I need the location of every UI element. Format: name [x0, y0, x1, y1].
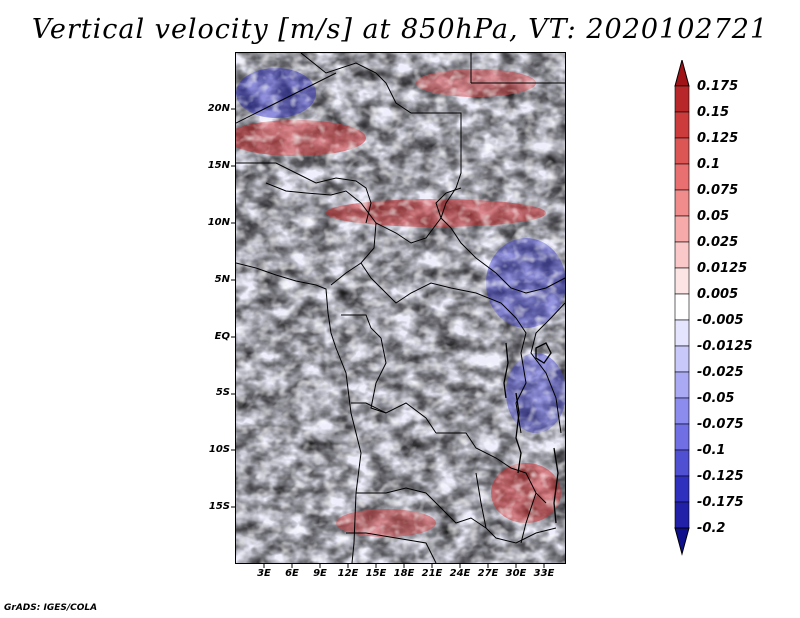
colorbar — [674, 60, 690, 556]
colorbar-top-arrow — [674, 60, 690, 87]
lon-ticks — [263, 563, 545, 568]
velocity-field — [236, 53, 565, 563]
lon-label-21e: 21E — [421, 568, 443, 579]
colorbar-segment — [674, 449, 690, 477]
colorbar-segment — [674, 345, 690, 373]
colorbar-label: -0.2 — [697, 521, 726, 536]
colorbar-label: 0.075 — [697, 183, 739, 198]
lat-label-10n: 10N — [207, 217, 230, 228]
colorbar-segment — [674, 501, 690, 529]
colorbar-segment — [674, 319, 690, 347]
country-borders — [236, 53, 565, 563]
colorbar-segment — [674, 85, 690, 113]
lat-ticks — [231, 108, 236, 508]
lat-label-eq: EQ — [214, 331, 230, 342]
colorbar-label: 0.025 — [697, 235, 739, 250]
colorbar-label: 0.0125 — [697, 261, 748, 276]
lon-label-3e: 3E — [257, 568, 271, 579]
lon-label-15e: 15E — [365, 568, 387, 579]
map-plot-area — [235, 52, 566, 564]
colorbar-label: -0.0125 — [697, 339, 753, 354]
colorbar-label: 0.175 — [697, 79, 739, 94]
colorbar-segment — [674, 241, 690, 269]
chart-title: Vertical velocity [m/s] at 850hPa, VT: 2… — [31, 14, 769, 45]
colorbar-label: -0.005 — [697, 313, 744, 328]
lat-label-10s: 10S — [208, 444, 230, 455]
colorbar-label: -0.125 — [697, 469, 744, 484]
lon-label-6e: 6E — [285, 568, 299, 579]
colorbar-label: 0.005 — [697, 287, 739, 302]
colorbar-segment — [674, 293, 690, 321]
colorbar-segment — [674, 397, 690, 425]
lat-label-5n: 5N — [214, 274, 230, 285]
colorbar-label: 0.125 — [697, 131, 739, 146]
colorbar-bottom-arrow — [674, 527, 690, 556]
colorbar-label: -0.175 — [697, 495, 744, 510]
colorbar-label: 0.05 — [697, 209, 730, 224]
lon-label-18e: 18E — [393, 568, 415, 579]
lon-label-30e: 30E — [505, 568, 527, 579]
lon-label-12e: 12E — [337, 568, 359, 579]
lat-label-15n: 15N — [207, 160, 230, 171]
colorbar-segment — [674, 371, 690, 399]
colorbar-label: -0.1 — [697, 443, 726, 458]
colorbar-segment — [674, 267, 690, 295]
colorbar-label: -0.075 — [697, 417, 744, 432]
colorbar-segment — [674, 111, 690, 139]
colorbar-label: -0.025 — [697, 365, 744, 380]
axis-ticks — [231, 108, 545, 568]
lon-label-24e: 24E — [449, 568, 471, 579]
lat-label-5s: 5S — [215, 387, 230, 398]
colorbar-segment — [674, 475, 690, 503]
lat-label-20n: 20N — [207, 103, 230, 114]
colorbar-segment — [674, 163, 690, 191]
lat-label-15s: 15S — [208, 501, 230, 512]
lon-label-27e: 27E — [477, 568, 499, 579]
colorbar-segment — [674, 137, 690, 165]
colorbar-label: 0.1 — [697, 157, 721, 172]
lon-label-33e: 33E — [533, 568, 555, 579]
grads-credit: GrADS: IGES/COLA — [4, 603, 98, 613]
colorbar-segment — [674, 423, 690, 451]
colorbar-segment — [674, 215, 690, 243]
colorbar-segment — [674, 189, 690, 217]
colorbar-label: -0.05 — [697, 391, 735, 406]
colorbar-label: 0.15 — [697, 105, 730, 120]
lon-label-9e: 9E — [313, 568, 327, 579]
